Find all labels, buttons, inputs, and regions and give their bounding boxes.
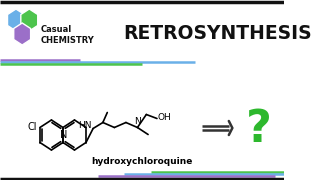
Text: OH: OH <box>158 113 172 122</box>
Text: ?: ? <box>246 109 272 152</box>
Text: N: N <box>60 130 68 141</box>
Text: N: N <box>134 116 141 125</box>
Text: hydroxychloroquine: hydroxychloroquine <box>91 158 193 166</box>
Polygon shape <box>14 23 31 45</box>
Polygon shape <box>21 9 38 31</box>
Text: RETROSYNTHESIS: RETROSYNTHESIS <box>123 24 312 42</box>
Polygon shape <box>7 9 24 31</box>
Text: HN: HN <box>78 120 91 129</box>
Text: Cl: Cl <box>28 123 37 132</box>
Text: Casual
CHEMISTRY: Casual CHEMISTRY <box>41 25 94 45</box>
